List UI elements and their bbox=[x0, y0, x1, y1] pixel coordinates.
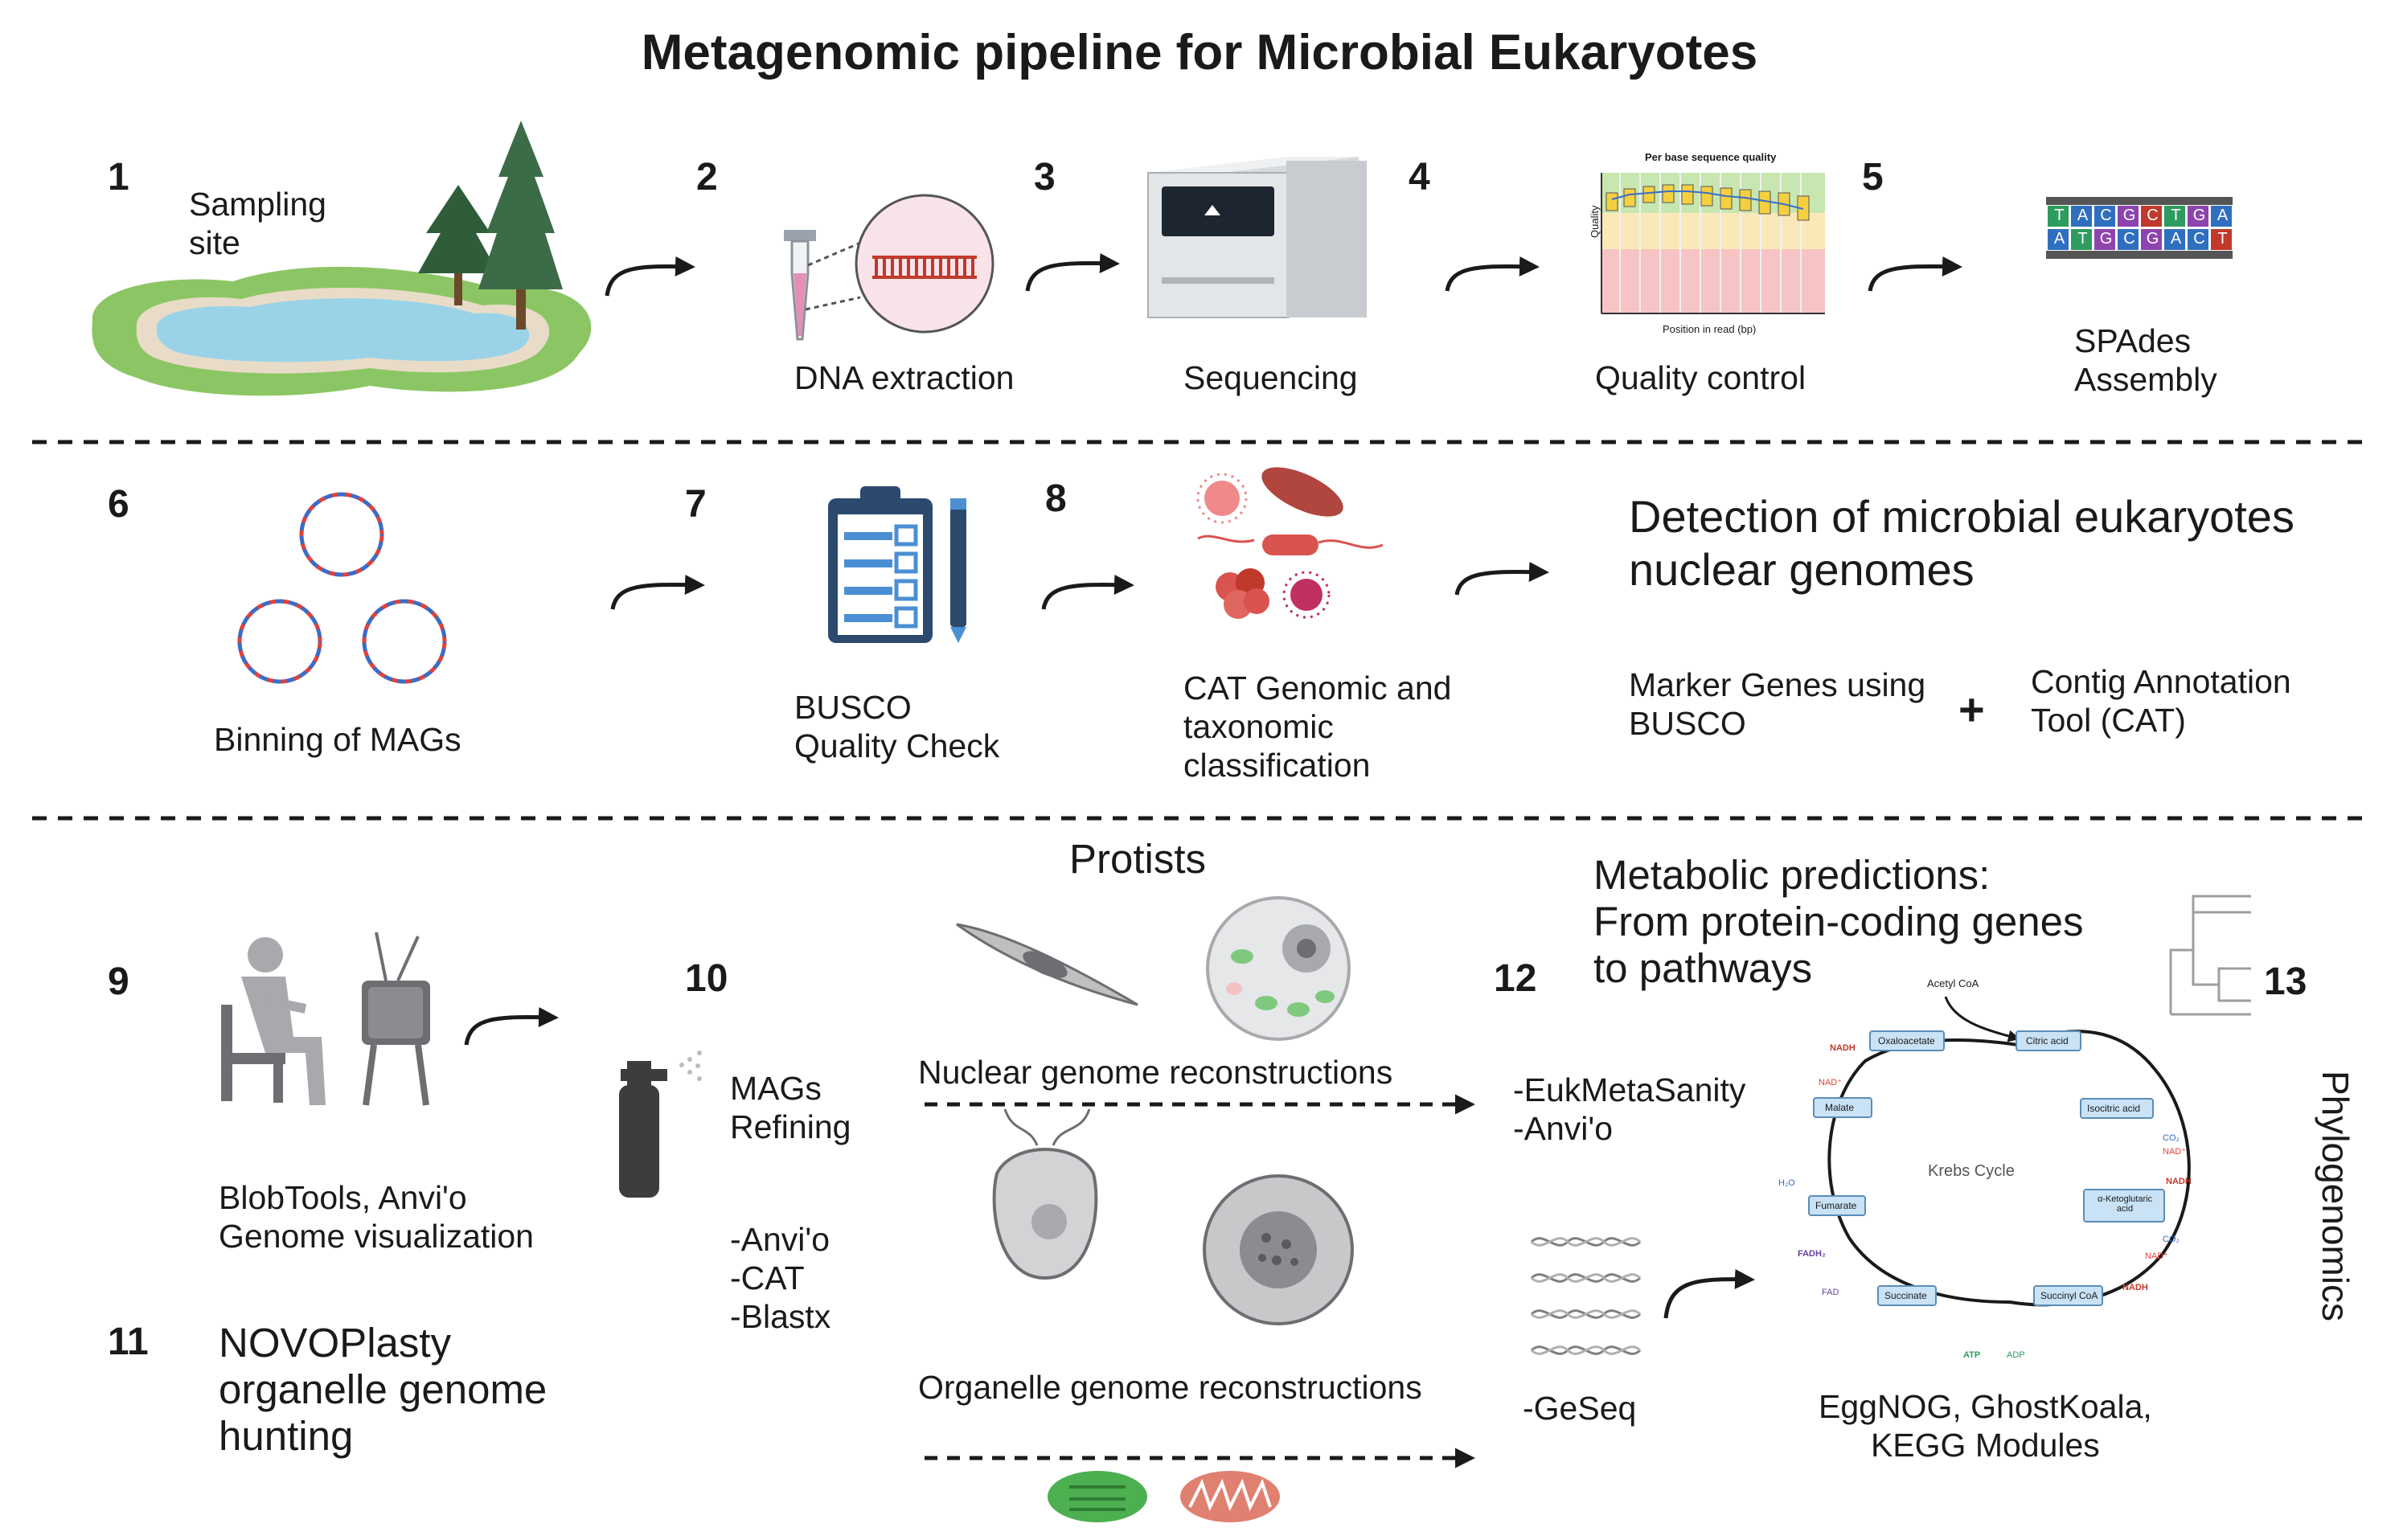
page-title: Metagenomic pipeline for Microbial Eukar… bbox=[641, 25, 1758, 80]
step-label-4: Quality control bbox=[1595, 359, 1806, 396]
step-number-1: 1 bbox=[108, 156, 129, 199]
microbes-illustration bbox=[1196, 467, 1384, 619]
krebs-side-nadh-c: NADH bbox=[1830, 1043, 1856, 1053]
step-number-7: 7 bbox=[685, 483, 707, 526]
krebs-side-adp: ADP bbox=[2007, 1350, 2025, 1360]
krebs-node-malate: Malate bbox=[1825, 1102, 1855, 1113]
krebs-node-oxaloacetate: Oxaloacetate bbox=[1878, 1035, 1935, 1046]
step-label-10: MAGs Refining bbox=[730, 1070, 851, 1145]
arrow-geseq-krebs bbox=[1663, 1268, 1755, 1319]
krebs-side-fad: FAD bbox=[1822, 1288, 1839, 1297]
step-number-5: 5 bbox=[1862, 156, 1884, 199]
refining-tools: -Anvi'o -CAT -Blastx bbox=[730, 1221, 831, 1335]
krebs-side-nad-b: NAD⁺ bbox=[2145, 1251, 2169, 1261]
detection-cat: Contig Annotation Tool (CAT) bbox=[2031, 663, 2291, 739]
geseq-label: -GeSeq bbox=[1523, 1390, 1637, 1427]
krebs-cycle-diagram bbox=[1808, 996, 2191, 1307]
krebs-node-succinate: Succinate bbox=[1884, 1290, 1927, 1301]
dna-extraction-illustration bbox=[784, 194, 994, 341]
krebs-side-co2-a: CO₂ bbox=[2163, 1133, 2180, 1143]
mag-bins-illustration bbox=[237, 492, 447, 684]
krebs-side-fadh2: FADH₂ bbox=[1798, 1249, 1826, 1259]
step-number-13: 13 bbox=[2264, 960, 2307, 1003]
dna-strands-icon bbox=[1530, 1237, 1642, 1355]
krebs-node-ketoglutaric: α-Ketoglutaric acid bbox=[2097, 1194, 2153, 1214]
arrow-1-2 bbox=[605, 256, 695, 297]
qc-chart-ylabel: Quality bbox=[1589, 205, 1601, 238]
arrow-8-detection bbox=[1454, 561, 1549, 596]
phylogenomics-label: Phylogenomics bbox=[2315, 1071, 2356, 1321]
qc-chart bbox=[1601, 173, 1825, 314]
diatom-illustration bbox=[956, 923, 1138, 1006]
clipboard-illustration bbox=[828, 486, 966, 643]
step-label-6: Binning of MAGs bbox=[214, 721, 461, 758]
arrow-9-10 bbox=[464, 1006, 559, 1046]
arrow-7-8 bbox=[1041, 574, 1134, 610]
krebs-node-citric: Citric acid bbox=[2026, 1035, 2069, 1046]
dna-sequence-graphic bbox=[2046, 197, 2233, 259]
step-label-7: BUSCO Quality Check bbox=[794, 689, 1000, 764]
step-label-9: BlobTools, Anvi'o Genome visualization bbox=[219, 1179, 534, 1255]
step-label-1: Sampling site bbox=[189, 186, 326, 261]
krebs-side-nad-c: NAD⁺ bbox=[1819, 1078, 1843, 1087]
mitochondria-icon bbox=[1180, 1471, 1280, 1522]
arrow-6-7 bbox=[610, 574, 705, 610]
step-number-9: 9 bbox=[108, 960, 129, 1003]
step-number-4: 4 bbox=[1409, 156, 1430, 199]
arrow-4-5 bbox=[1868, 256, 1962, 292]
krebs-side-h2o: H₂O bbox=[1778, 1178, 1795, 1188]
protists-heading: Protists bbox=[1069, 836, 1207, 882]
lake-illustration bbox=[92, 266, 592, 396]
spray-bottle-icon bbox=[619, 1051, 702, 1198]
krebs-side-co2-b: CO₂ bbox=[2163, 1235, 2180, 1244]
krebs-side-nad-a: NAD⁺ bbox=[2163, 1147, 2187, 1157]
step-number-12: 12 bbox=[1494, 957, 1537, 1000]
step-number-6: 6 bbox=[108, 483, 129, 526]
flagellate-illustration bbox=[992, 1108, 1098, 1280]
metabolic-heading: Metabolic predictions: From protein-codin… bbox=[1593, 852, 2084, 991]
step-number-11: 11 bbox=[108, 1321, 149, 1363]
plus-sign: + bbox=[1958, 684, 1985, 735]
krebs-top: Acetyl CoA bbox=[1927, 977, 1979, 989]
detection-busco: Marker Genes using BUSCO bbox=[1629, 666, 1926, 742]
step-label-2: DNA extraction bbox=[794, 359, 1015, 396]
person-tv-illustration bbox=[221, 932, 430, 1106]
step-label-11: NOVOPlasty organelle genome hunting bbox=[219, 1320, 547, 1459]
krebs-node-succinylcoa: Succinyl CoA bbox=[2040, 1290, 2098, 1301]
step-label-12: -EukMetaSanity -Anvi'o bbox=[1513, 1071, 1746, 1147]
krebs-side-atp: ATP bbox=[1963, 1350, 1981, 1360]
krebs-node-fumarate: Fumarate bbox=[1815, 1200, 1857, 1211]
krebs-side-nadh-a: NADH bbox=[2166, 1177, 2192, 1186]
krebs-node-isocitric: Isocitric acid bbox=[2087, 1103, 2141, 1114]
krebs-center: Krebs Cycle bbox=[1928, 1162, 2015, 1180]
step-number-2: 2 bbox=[696, 156, 718, 199]
sequencer-illustration bbox=[1147, 157, 1367, 318]
organelle-reconstructions-label: Organelle genome reconstructions bbox=[918, 1369, 1422, 1406]
step-label-8: CAT Genomic and taxonomic classification bbox=[1183, 670, 1452, 784]
step-number-8: 8 bbox=[1045, 477, 1067, 520]
nuclear-reconstructions-label: Nuclear genome reconstructions bbox=[918, 1054, 1393, 1091]
phylogeny-tree-icon bbox=[2169, 895, 2251, 1016]
step-number-10: 10 bbox=[685, 957, 728, 1000]
step-label-3: Sequencing bbox=[1183, 359, 1358, 396]
step-number-3: 3 bbox=[1034, 156, 1056, 199]
qc-chart-title: Per base sequence quality bbox=[1645, 151, 1777, 163]
step-label-5: SPAdes Assembly bbox=[2074, 322, 2217, 398]
arrow-2-3 bbox=[1025, 252, 1120, 292]
arrow-3-4 bbox=[1445, 256, 1540, 292]
chloroplast-icon bbox=[1048, 1471, 1147, 1522]
tree-icons bbox=[418, 121, 563, 330]
qc-chart-xlabel: Position in read (bp) bbox=[1663, 323, 1757, 335]
cell-illustration bbox=[1206, 896, 1351, 1041]
metabolic-tools: EggNOG, GhostKoala, KEGG Modules bbox=[1819, 1388, 2152, 1464]
detection-heading: Detection of microbial eukaryotes nuclear… bbox=[1629, 491, 2294, 595]
krebs-side-nadh-b: NADH bbox=[2122, 1283, 2148, 1292]
nucleus-cell-illustration bbox=[1203, 1174, 1354, 1325]
